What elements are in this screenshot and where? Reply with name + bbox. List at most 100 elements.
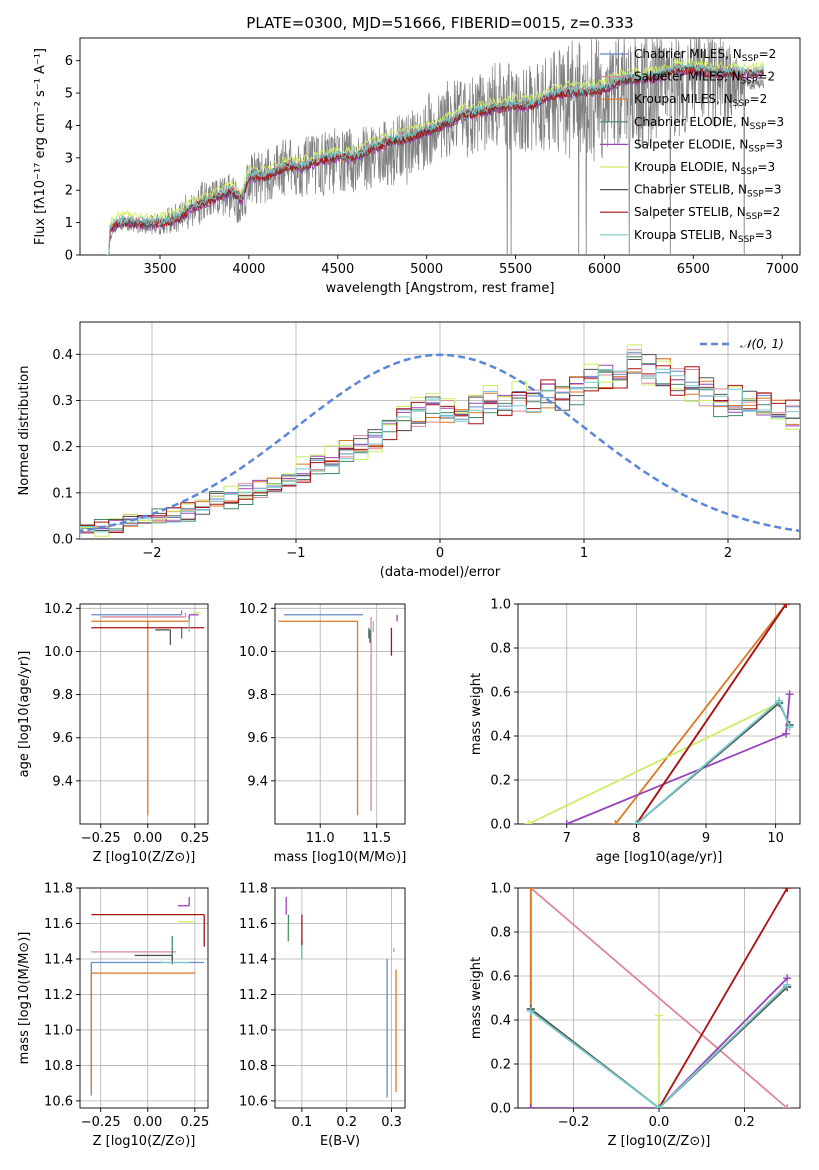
axes-frame (79, 887, 209, 1109)
y-tick-label: 1.0 (490, 882, 511, 897)
legend-label-kroupa-miles: Kroupa MILES, NSSP=2 (634, 92, 767, 109)
x-tick-label: 0.3 (381, 1115, 402, 1130)
y-tick-label: 6 (65, 54, 73, 69)
weight-marker-kroupa-elodie (655, 1011, 663, 1020)
y-tick-label: 11.8 (44, 882, 73, 897)
y-tick-label: 9.6 (247, 731, 268, 746)
point-salpeter-stelib (91, 913, 205, 947)
panel-age-vs-mass: 11.0 11.5 9.4 9.6 9.8 10.0 10.2 mass [log10(M/M… (239, 602, 406, 865)
x-tick-label: 10 (767, 831, 784, 846)
x-tick-label: 4500 (321, 262, 354, 277)
legend-label-normal: 𝒩(0, 1) (740, 337, 784, 351)
model-line-kroupa-elodie (106, 57, 765, 255)
hist-step-kroupa-miles (80, 358, 800, 539)
y-tick-label: 0.8 (490, 642, 511, 657)
x-axis-label: Z [log10(Z/Z⊙)] (93, 1134, 196, 1149)
x-axis-label: age [log10(age/yr)] (596, 850, 723, 865)
y-tick-label: 0.8 (490, 926, 511, 941)
y-tick-label: 11.4 (44, 952, 73, 967)
y-tick-label: 11.8 (239, 882, 268, 897)
y-axis-label: age [log10(age/yr)] (17, 651, 32, 778)
y-tick-label: 11.0 (239, 1023, 268, 1038)
panel-mass-vs-ebv: 0.1 0.2 0.3 10.6 10.8 11.0 11.2 11.4 11.6 11.8 E(B… (239, 882, 406, 1149)
y-axis-label: Flux [fλ10⁻¹⁷ erg cm⁻² s⁻¹ A⁻¹] (33, 48, 48, 245)
x-tick-label: 5500 (499, 262, 532, 277)
y-tick-label: 11.2 (239, 988, 268, 1003)
plot-area (285, 896, 397, 1098)
panel-spectrum: 3500 4000 4500 5000 5500 6000 6500 7000 0 1 2 3 4 5 6 w… (33, 37, 801, 296)
y-tick-label: 0.2 (490, 774, 511, 789)
axes-frame (79, 321, 801, 540)
y-tick-label: 0.0 (490, 1102, 511, 1117)
weight-marker-salpeter-elodie (526, 1104, 535, 1108)
x-axis-label: Z [log10(Z/Z⊙)] (608, 1134, 711, 1149)
legend-label-salpeter-stelib: Salpeter STELIB, NSSP=2 (634, 205, 780, 222)
y-tick-label: 10.8 (239, 1059, 268, 1074)
weight-marker-salpeter-miles (783, 1104, 792, 1108)
axes-frame (79, 37, 801, 256)
weight-marker-kroupa-stelib (785, 723, 794, 732)
x-tick-label: 0 (436, 546, 444, 561)
weight-marker-salpeter-elodie (785, 690, 794, 699)
y-tick-label: 9.8 (247, 688, 268, 703)
legend-label-kroupa-elodie: Kroupa ELODIE, NSSP=3 (634, 160, 775, 177)
weight-marker-kroupa-stelib (655, 1104, 663, 1108)
x-axis-label: (data-model)/error (380, 565, 501, 580)
point-kroupa-miles (91, 620, 190, 816)
x-axis-label: E(B-V) (320, 1134, 360, 1149)
panel-weight-vs-age: 7 8 9 10 0.0 0.2 0.4 0.6 0.8 1.0 age [log10(age/yr… (469, 598, 801, 865)
weight-marker-kroupa-miles (526, 888, 535, 892)
point-salpeter-miles (100, 612, 187, 618)
y-tick-label: 0.3 (52, 394, 73, 409)
point-chabrier-miles (91, 610, 183, 616)
y-tick-label: 11.6 (239, 917, 268, 932)
y-tick-label: 0.4 (490, 1014, 511, 1029)
y-tick-label: 10.2 (239, 602, 268, 617)
x-tick-label: 11.0 (306, 831, 335, 846)
legend-label-chabrier-miles: Chabrier MILES, NSSP=2 (634, 47, 776, 64)
point-kroupa-miles (278, 620, 359, 816)
y-tick-label: 0.6 (490, 970, 511, 985)
x-tick-label: 6500 (677, 262, 710, 277)
x-tick-label: 6000 (588, 262, 621, 277)
x-tick-label: −2 (142, 546, 161, 561)
y-tick-label: 9.6 (52, 731, 73, 746)
x-tick-label: 0.00 (133, 831, 162, 846)
y-tick-label: 10.0 (239, 645, 268, 660)
legend-label-chabrier-elodie: Chabrier ELODIE, NSSP=3 (634, 115, 784, 132)
x-tick-label: 7000 (766, 262, 799, 277)
point-salpeter-elodie (177, 896, 190, 907)
weight-marker-kroupa-elodie (524, 820, 533, 824)
y-axis-label: mass weight (469, 673, 484, 755)
weight-line-salpeter-miles (530, 888, 788, 1108)
legend-label-salpeter-elodie: Salpeter ELODIE, NSSP=3 (634, 137, 783, 154)
x-axis-label: wavelength [Angstrom, rest frame] (326, 281, 555, 296)
y-tick-label: 11.6 (44, 917, 73, 932)
y-tick-label: 0.4 (52, 348, 73, 363)
x-tick-label: 7 (563, 831, 571, 846)
axes-frame (517, 603, 801, 825)
weight-marker-salpeter-elodie (782, 729, 791, 738)
weight-line-kroupa-stelib (530, 984, 788, 1108)
normal-curve (80, 353, 800, 533)
weight-marker-kroupa-stelib (775, 696, 784, 705)
y-tick-label: 5 (65, 87, 73, 102)
x-tick-label: 0.0 (649, 1115, 670, 1130)
point-salpeter-elodie (188, 614, 199, 622)
y-tick-label: 9.8 (52, 688, 73, 703)
weight-marker-kroupa-stelib (632, 820, 641, 824)
y-tick-label: 1 (65, 216, 73, 231)
y-axis-label: mass [log10(M/M⊙)] (17, 932, 32, 1065)
hist-step-chabrier-miles (80, 370, 800, 539)
model-line-kroupa-stelib (106, 61, 765, 255)
x-tick-label: 5000 (410, 262, 443, 277)
axes-frame (274, 603, 406, 825)
x-tick-label: 0.1 (292, 1115, 313, 1130)
x-tick-label: −0.25 (81, 831, 121, 846)
x-tick-label: 4000 (232, 262, 265, 277)
x-tick-label: −0.2 (558, 1115, 590, 1130)
y-axis-label: mass weight (469, 957, 484, 1039)
legend-label-salpeter-miles: Salpeter MILES, NSSP=2 (634, 70, 775, 87)
weight-line-salpeter-elodie (530, 977, 788, 1108)
